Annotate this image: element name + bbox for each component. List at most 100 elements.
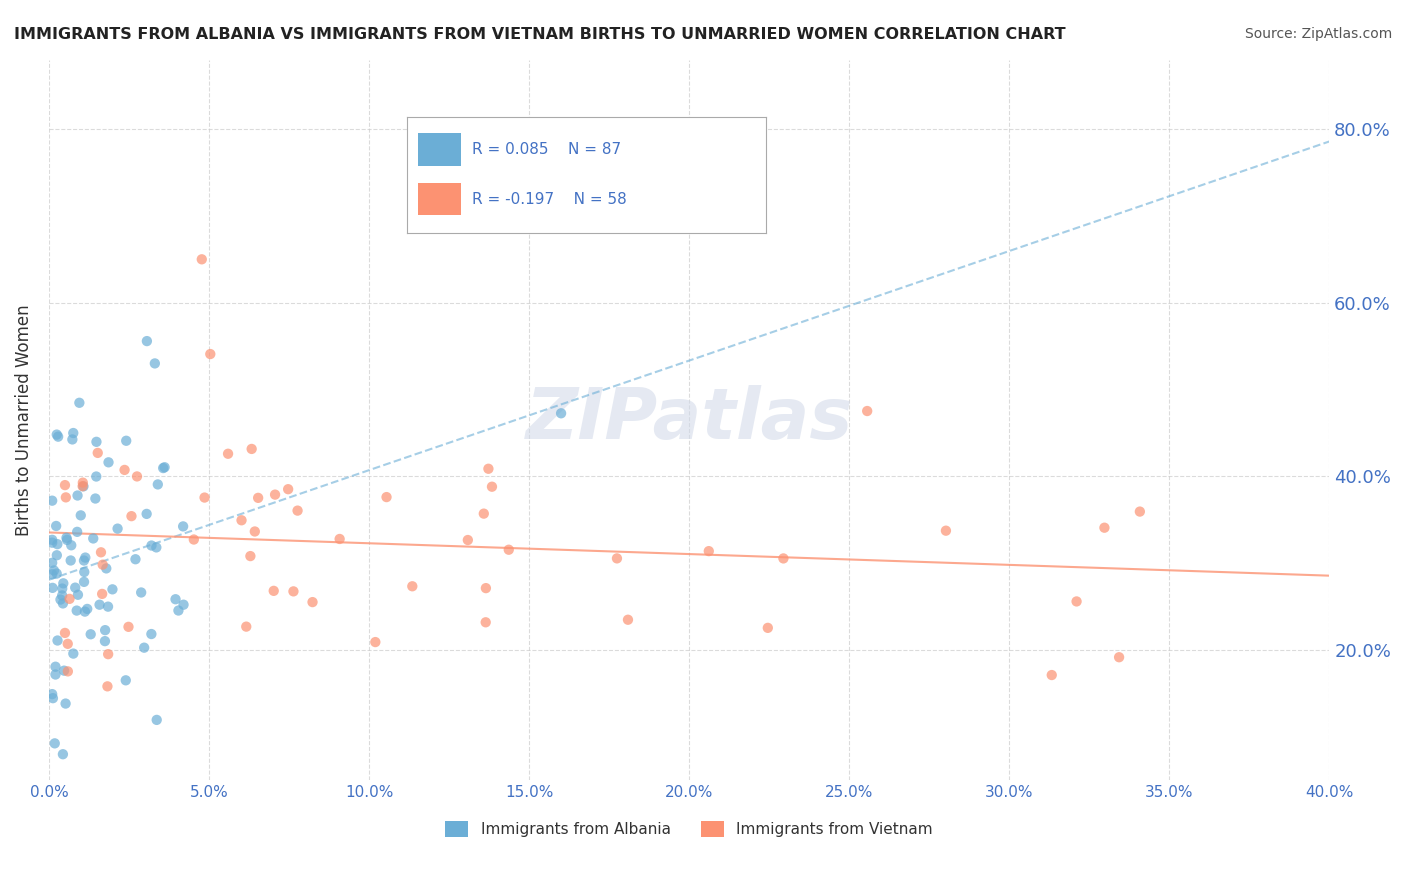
Point [401, 579, 423, 593]
Point [62, 425, 84, 440]
Point [498, 542, 520, 557]
Point [66, 489, 89, 503]
Point [42, 691, 65, 706]
Text: Source: ZipAtlas.com: Source: ZipAtlas.com [1244, 27, 1392, 41]
Point [756, 621, 779, 635]
Point [329, 532, 352, 546]
Point [97, 599, 120, 614]
Point [72, 479, 94, 493]
Point [55, 491, 77, 505]
Point [117, 620, 139, 634]
Point [65, 581, 87, 595]
Point [41, 533, 63, 547]
Point [41, 567, 63, 582]
Point [73, 553, 96, 567]
Point [66, 524, 89, 539]
Point [935, 524, 957, 538]
Point [141, 539, 163, 553]
Point [287, 503, 309, 517]
Point [52, 596, 75, 610]
Point [1066, 594, 1088, 608]
Point [45, 566, 67, 581]
Point [1129, 505, 1152, 519]
Point [56, 533, 79, 547]
Point [91, 587, 114, 601]
Point [145, 713, 167, 727]
Point [87, 446, 110, 460]
Point [217, 447, 239, 461]
Point [76, 602, 98, 616]
Point [183, 533, 205, 547]
Point [697, 544, 720, 558]
Point [101, 582, 124, 597]
Point [55, 697, 77, 711]
Point [200, 347, 222, 361]
Point [60, 433, 83, 447]
Point [46, 430, 69, 444]
Point [72, 475, 94, 490]
Point [231, 513, 253, 527]
Text: ZIPatlas: ZIPatlas [526, 385, 853, 454]
Point [772, 551, 794, 566]
Point [69, 508, 91, 523]
Y-axis label: Births to Unmarried Women: Births to Unmarried Women [15, 304, 32, 536]
Point [73, 565, 96, 579]
Point [617, 613, 640, 627]
Point [46, 537, 69, 551]
Point [51, 589, 73, 603]
Point [41, 535, 63, 549]
Point [53, 478, 76, 492]
Point [141, 627, 163, 641]
Point [45, 427, 67, 442]
Point [172, 519, 194, 533]
Point [193, 491, 215, 505]
Point [235, 620, 257, 634]
Point [121, 509, 143, 524]
Point [45, 519, 67, 533]
Point [856, 404, 879, 418]
Point [86, 434, 108, 449]
Legend: Immigrants from Albania, Immigrants from Vietnam: Immigrants from Albania, Immigrants from… [437, 814, 941, 845]
Point [1108, 650, 1130, 665]
Point [53, 626, 76, 640]
Point [283, 584, 305, 599]
Point [135, 507, 157, 521]
Point [114, 463, 136, 477]
Point [96, 679, 118, 693]
Point [90, 545, 112, 559]
Point [134, 640, 156, 655]
Point [84, 469, 107, 483]
Point [75, 550, 97, 565]
Point [124, 552, 146, 566]
Point [46, 633, 69, 648]
Point [42, 564, 65, 578]
Point [143, 356, 166, 370]
Point [301, 595, 323, 609]
Point [55, 531, 77, 545]
Point [114, 673, 136, 688]
Point [49, 592, 72, 607]
Point [60, 538, 83, 552]
Point [247, 491, 270, 505]
Point [240, 442, 263, 456]
Point [53, 664, 76, 678]
Text: IMMIGRANTS FROM ALBANIA VS IMMIGRANTS FROM VIETNAM BIRTHS TO UNMARRIED WOMEN COR: IMMIGRANTS FROM ALBANIA VS IMMIGRANTS FR… [14, 27, 1066, 42]
Point [97, 455, 120, 469]
Point [80, 627, 103, 641]
Point [44, 667, 66, 681]
Point [475, 581, 498, 595]
Point [146, 477, 169, 491]
Point [1040, 668, 1063, 682]
Point [97, 647, 120, 661]
Point [243, 524, 266, 539]
Point [125, 469, 148, 483]
Point [73, 605, 96, 619]
Point [115, 434, 138, 448]
Point [153, 460, 176, 475]
Point [173, 598, 195, 612]
Point [364, 635, 387, 649]
Point [477, 462, 499, 476]
Point [167, 603, 190, 617]
Point [41, 687, 63, 701]
Point [263, 583, 285, 598]
